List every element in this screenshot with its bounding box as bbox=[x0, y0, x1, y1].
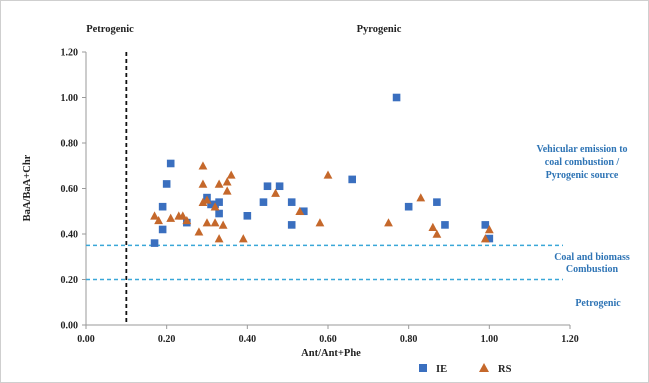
y-tick-label: 1.00 bbox=[61, 93, 79, 104]
region-label-pyrogenic-top: Pyrogenic bbox=[357, 24, 402, 35]
ie-point bbox=[392, 93, 401, 102]
ie-point bbox=[404, 202, 413, 211]
legend: IE RS bbox=[419, 363, 512, 375]
legend-ie-marker bbox=[419, 364, 427, 372]
x-ticks: 0.00 0.20 0.40 0.60 0.80 1.00 1.20 bbox=[77, 325, 579, 345]
rs-point bbox=[295, 206, 305, 216]
region-label-petrogenic-top: Petrogenic bbox=[86, 24, 134, 35]
ie-point bbox=[441, 221, 449, 229]
zone-label-coal-line-1: Coal and biomass bbox=[554, 252, 630, 263]
ie-point bbox=[485, 234, 494, 243]
ie-point bbox=[433, 198, 441, 206]
y-axis-title: BaA/BaA+Chr bbox=[22, 154, 33, 221]
rs-point bbox=[214, 179, 224, 188]
rs-point bbox=[194, 227, 204, 236]
rs-point bbox=[198, 197, 208, 206]
ie-point bbox=[215, 198, 223, 206]
legend-rs-marker bbox=[479, 363, 489, 372]
ie-point bbox=[263, 182, 272, 191]
rs-point bbox=[416, 193, 426, 202]
rs-point bbox=[480, 234, 490, 243]
rs-point bbox=[198, 179, 208, 188]
ie-point bbox=[300, 207, 308, 216]
ie-point bbox=[166, 159, 175, 168]
rs-point bbox=[210, 218, 220, 227]
rs-point bbox=[210, 202, 220, 211]
y-ticks: 0.00 0.20 0.40 0.60 0.80 1.00 1.20 bbox=[61, 48, 86, 332]
data-points bbox=[150, 93, 494, 247]
ie-point bbox=[481, 221, 490, 229]
rs-point bbox=[222, 186, 232, 195]
ie-point bbox=[287, 198, 296, 206]
reference-lines bbox=[86, 52, 563, 325]
x-tick-label: 0.40 bbox=[239, 334, 257, 345]
x-axis-title: Ant/Ant+Phe bbox=[301, 348, 361, 359]
legend-ie-label: IE bbox=[436, 364, 447, 375]
ie-point bbox=[275, 182, 284, 191]
ie-point bbox=[158, 202, 167, 211]
zone-label-petrogenic-bottom: Petrogenic bbox=[575, 298, 621, 309]
ie-point bbox=[287, 221, 296, 229]
zone-label-vehicular: Vehicular emission to coal combustion / … bbox=[536, 144, 627, 181]
y-tick-label: 0.40 bbox=[61, 230, 79, 241]
zone-label-vehicular-line-1: Vehicular emission to bbox=[536, 144, 627, 155]
zone-label-vehicular-line-3: Pyrogenic source bbox=[546, 170, 619, 181]
rs-point bbox=[178, 211, 188, 220]
rs-point bbox=[315, 218, 325, 227]
rs-point bbox=[226, 170, 236, 179]
ie-point bbox=[150, 239, 159, 247]
rs-point bbox=[154, 215, 163, 225]
rs-point bbox=[218, 220, 228, 229]
rs-point bbox=[384, 218, 393, 227]
ie-point bbox=[259, 198, 268, 206]
x-tick-label: 0.20 bbox=[158, 334, 176, 345]
x-tick-label: 1.20 bbox=[561, 334, 579, 345]
ie-point bbox=[207, 200, 215, 209]
rs-point bbox=[202, 218, 212, 227]
rs-point bbox=[484, 225, 494, 234]
rs-point bbox=[198, 161, 208, 170]
rs-point bbox=[271, 188, 280, 197]
ie-point bbox=[215, 209, 223, 218]
ie-point bbox=[162, 180, 171, 188]
rs-point bbox=[323, 170, 333, 179]
ie-point bbox=[243, 212, 252, 220]
rs-point bbox=[238, 234, 248, 243]
legend-rs-label: RS bbox=[498, 364, 512, 375]
zone-label-coal: Coal and biomass Combustion bbox=[554, 252, 630, 275]
x-tick-label: 0.00 bbox=[77, 334, 95, 345]
rs-point bbox=[150, 211, 159, 220]
rs-point bbox=[182, 215, 192, 225]
rs-point bbox=[222, 177, 232, 186]
ie-point bbox=[158, 225, 167, 234]
zone-label-vehicular-line-2: coal combustion / bbox=[545, 157, 620, 168]
x-tick-label: 0.80 bbox=[400, 334, 418, 345]
x-tick-label: 0.60 bbox=[319, 334, 337, 345]
y-tick-label: 0.60 bbox=[61, 184, 79, 195]
ie-point bbox=[348, 175, 356, 184]
y-tick-label: 0.80 bbox=[61, 139, 79, 150]
rs-point bbox=[214, 234, 224, 243]
zone-label-coal-line-2: Combustion bbox=[566, 264, 619, 275]
rs-point bbox=[432, 229, 442, 238]
x-tick-label: 1.00 bbox=[481, 334, 499, 345]
y-tick-label: 0.00 bbox=[61, 321, 79, 332]
rs-point bbox=[166, 213, 176, 222]
rs-point bbox=[202, 195, 212, 204]
y-tick-label: 1.20 bbox=[61, 48, 79, 59]
y-tick-label: 0.20 bbox=[61, 275, 79, 286]
rs-point bbox=[428, 222, 438, 231]
